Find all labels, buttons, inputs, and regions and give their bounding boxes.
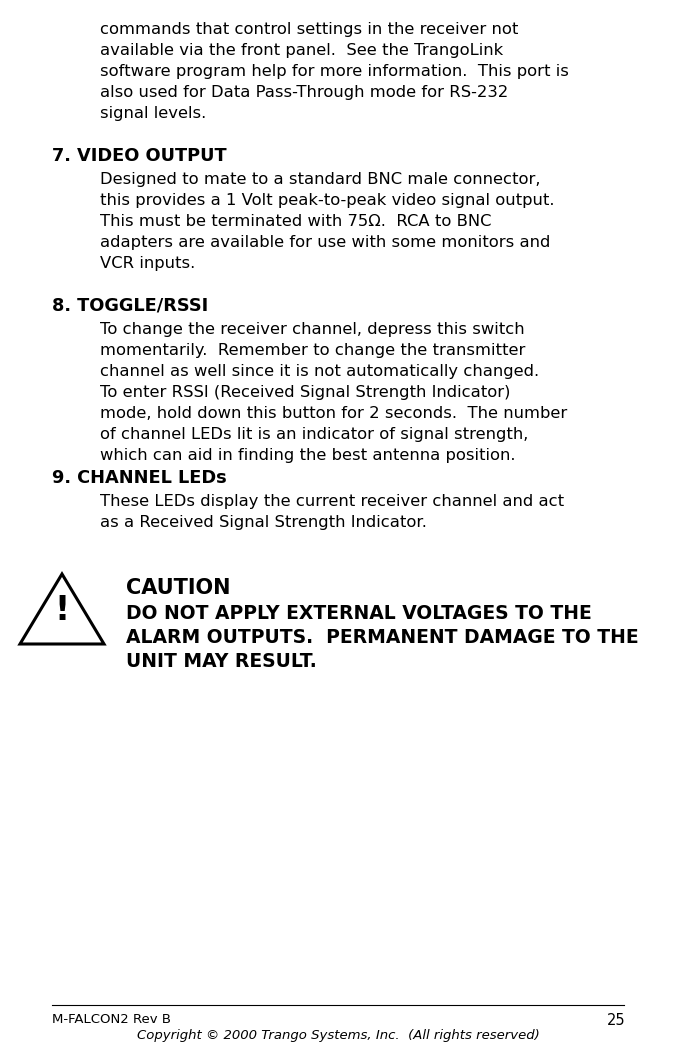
Text: as a Received Signal Strength Indicator.: as a Received Signal Strength Indicator. (100, 515, 427, 530)
Text: 9. CHANNEL LEDs: 9. CHANNEL LEDs (52, 469, 226, 487)
Text: adapters are available for use with some monitors and: adapters are available for use with some… (100, 235, 550, 250)
Text: UNIT MAY RESULT.: UNIT MAY RESULT. (126, 652, 317, 671)
Text: This must be terminated with 75Ω.  RCA to BNC: This must be terminated with 75Ω. RCA to… (100, 214, 491, 229)
Text: available via the front panel.  See the TrangoLink: available via the front panel. See the T… (100, 43, 503, 59)
Text: DO NOT APPLY EXTERNAL VOLTAGES TO THE: DO NOT APPLY EXTERNAL VOLTAGES TO THE (126, 604, 592, 623)
Text: M-FALCON2 Rev B: M-FALCON2 Rev B (52, 1013, 171, 1026)
Text: 25: 25 (607, 1013, 626, 1028)
Text: also used for Data Pass-Through mode for RS-232: also used for Data Pass-Through mode for… (100, 85, 508, 100)
Text: ALARM OUTPUTS.  PERMANENT DAMAGE TO THE: ALARM OUTPUTS. PERMANENT DAMAGE TO THE (126, 628, 639, 647)
Text: channel as well since it is not automatically changed.: channel as well since it is not automati… (100, 364, 539, 379)
Text: 7. VIDEO OUTPUT: 7. VIDEO OUTPUT (52, 147, 226, 165)
Text: which can aid in finding the best antenna position.: which can aid in finding the best antenn… (100, 448, 516, 463)
Text: momentarily.  Remember to change the transmitter: momentarily. Remember to change the tran… (100, 343, 525, 358)
Text: mode, hold down this button for 2 seconds.  The number: mode, hold down this button for 2 second… (100, 407, 567, 421)
Text: of channel LEDs lit is an indicator of signal strength,: of channel LEDs lit is an indicator of s… (100, 427, 529, 442)
Text: To change the receiver channel, depress this switch: To change the receiver channel, depress … (100, 322, 525, 336)
Text: 8. TOGGLE/RSSI: 8. TOGGLE/RSSI (52, 297, 208, 315)
Text: Copyright © 2000 Trango Systems, Inc.  (All rights reserved): Copyright © 2000 Trango Systems, Inc. (A… (137, 1029, 539, 1042)
Text: CAUTION: CAUTION (126, 578, 231, 598)
Text: Designed to mate to a standard BNC male connector,: Designed to mate to a standard BNC male … (100, 172, 541, 187)
Text: VCR inputs.: VCR inputs. (100, 256, 195, 271)
Text: signal levels.: signal levels. (100, 106, 206, 121)
Text: this provides a 1 Volt peak-to-peak video signal output.: this provides a 1 Volt peak-to-peak vide… (100, 193, 554, 208)
Text: To enter RSSI (Received Signal Strength Indicator): To enter RSSI (Received Signal Strength … (100, 385, 510, 400)
Text: !: ! (55, 594, 70, 627)
Text: These LEDs display the current receiver channel and act: These LEDs display the current receiver … (100, 494, 564, 509)
Text: software program help for more information.  This port is: software program help for more informati… (100, 64, 569, 79)
Text: commands that control settings in the receiver not: commands that control settings in the re… (100, 22, 518, 37)
